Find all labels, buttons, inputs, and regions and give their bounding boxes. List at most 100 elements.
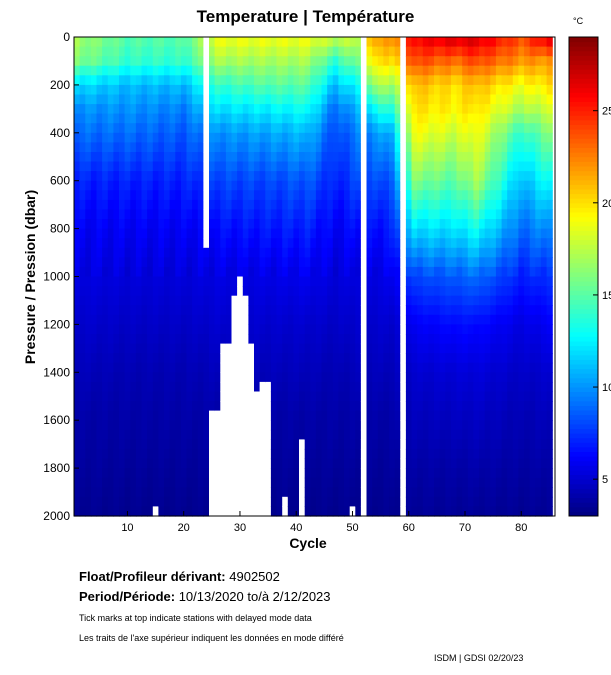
heatmap-cell <box>74 448 81 460</box>
heatmap-cell <box>113 410 120 421</box>
heatmap-cell <box>377 468 384 479</box>
heatmap-cell <box>383 295 390 306</box>
heatmap-cell <box>164 477 171 488</box>
heatmap-cell <box>467 448 474 460</box>
heatmap-cell <box>220 123 227 134</box>
heatmap-cell <box>321 439 328 450</box>
heatmap-cell <box>417 65 424 76</box>
heatmap-cell <box>209 37 216 48</box>
heatmap-cell <box>282 458 289 469</box>
heatmap-cell <box>175 477 182 488</box>
heatmap-cell <box>332 477 339 488</box>
heatmap-cell <box>422 56 429 67</box>
heatmap-cell <box>417 238 424 249</box>
heatmap-cell <box>479 161 486 172</box>
heatmap-cell <box>119 142 126 153</box>
heatmap-cell <box>405 334 413 345</box>
heatmap-cell <box>169 420 176 431</box>
heatmap-cell <box>417 506 424 517</box>
heatmap-cell <box>203 46 210 57</box>
heatmap-cell <box>394 381 401 393</box>
heatmap-cell <box>428 372 435 383</box>
heatmap-cell <box>383 142 390 153</box>
heatmap-cell <box>299 161 306 172</box>
heatmap-cell <box>90 334 98 345</box>
heatmap-cell <box>135 65 143 76</box>
heatmap-cell <box>394 104 401 115</box>
heatmap-cell <box>85 84 92 96</box>
heatmap-cell <box>175 65 182 76</box>
heatmap-cell <box>197 496 204 507</box>
heatmap-cell <box>456 56 463 67</box>
heatmap-cell <box>231 113 238 124</box>
heatmap-cell <box>265 295 272 306</box>
heatmap-cell <box>276 458 283 469</box>
heatmap-cell <box>192 161 199 172</box>
heatmap-cell <box>237 46 244 57</box>
heatmap-cell <box>349 142 356 153</box>
heatmap-cell <box>164 506 171 517</box>
heatmap-cell <box>130 247 137 258</box>
heatmap-cell <box>450 113 458 124</box>
heatmap-cell <box>254 161 261 172</box>
heatmap-cell <box>231 506 238 517</box>
heatmap-cell <box>237 75 244 86</box>
heatmap-cell <box>152 477 159 488</box>
heatmap-cell <box>102 410 109 421</box>
heatmap-cell <box>102 123 109 134</box>
heatmap-cell <box>282 46 289 57</box>
heatmap-cell <box>124 496 131 507</box>
heatmap-cell <box>366 458 373 469</box>
heatmap-cell <box>355 391 362 402</box>
heatmap-cell <box>270 190 278 201</box>
heatmap-cell <box>344 372 351 383</box>
heatmap-cell <box>377 410 384 421</box>
heatmap-cell <box>332 228 339 239</box>
heatmap-cell <box>479 75 486 86</box>
heatmap-cell <box>518 401 525 412</box>
heatmap-cell <box>524 448 531 460</box>
heatmap-cell <box>355 362 362 373</box>
heatmap-cell <box>135 276 143 287</box>
heatmap-cell <box>192 228 199 239</box>
heatmap-cell <box>439 84 446 96</box>
heatmap-cell <box>411 496 418 507</box>
heatmap-cell <box>445 391 452 402</box>
heatmap-cell <box>85 401 92 412</box>
heatmap-cell <box>220 199 227 211</box>
heatmap-cell <box>225 324 233 335</box>
heatmap-cell <box>225 276 233 287</box>
heatmap-cell <box>529 506 536 517</box>
heatmap-cell <box>512 84 519 96</box>
heatmap-cell <box>479 94 486 105</box>
heatmap-cell <box>113 286 120 297</box>
heatmap-cell <box>462 209 469 220</box>
heatmap-cell <box>220 477 227 488</box>
heatmap-cell <box>360 468 368 479</box>
heatmap-cell <box>135 180 143 191</box>
heatmap-cell <box>535 266 542 278</box>
heatmap-cell <box>203 180 210 191</box>
heatmap-cell <box>507 65 514 76</box>
heatmap-cell <box>225 295 233 306</box>
heatmap-cell <box>74 487 81 498</box>
heatmap-cell <box>467 219 474 230</box>
heatmap-cell <box>169 372 176 383</box>
heatmap-cell <box>490 305 497 316</box>
heatmap-cell <box>507 37 514 48</box>
heatmap-cell <box>540 190 548 201</box>
heatmap-cell <box>405 429 413 440</box>
heatmap-cell <box>389 286 396 297</box>
heatmap-cell <box>135 314 143 325</box>
heatmap-cell <box>169 324 176 335</box>
heatmap-cell <box>152 228 159 239</box>
heatmap-cell <box>518 190 525 201</box>
heatmap-cell <box>445 199 452 211</box>
heatmap-cell <box>377 477 384 488</box>
heatmap-cell <box>524 238 531 249</box>
heatmap-cell <box>479 247 486 258</box>
heatmap-cell <box>242 37 249 48</box>
heatmap-cell <box>321 219 328 230</box>
heatmap-cell <box>113 238 120 249</box>
heatmap-cell <box>383 362 390 373</box>
